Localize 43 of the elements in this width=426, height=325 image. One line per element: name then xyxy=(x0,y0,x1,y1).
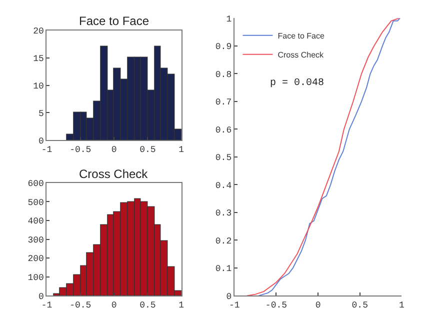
y-tick-label: 15 xyxy=(33,54,44,64)
y-tick-label: 0 xyxy=(38,292,44,302)
y-tick-label: 400 xyxy=(28,216,44,227)
y-tick-label: 5 xyxy=(38,108,44,119)
y-tick-label: 100 xyxy=(28,273,44,284)
y-tick-label: 600 xyxy=(28,179,44,189)
x-tick-label: 0.5 xyxy=(140,144,156,155)
y-tick-label: 0.2 xyxy=(215,236,232,246)
x-tick-label: -1 xyxy=(228,300,240,310)
y-tick-label: 200 xyxy=(28,254,44,264)
y-tick-label: 0 xyxy=(226,292,232,302)
y-tick-label: 0.9 xyxy=(215,42,232,52)
y-tick-label: 1 xyxy=(226,14,232,24)
y-tick-label: 0.1 xyxy=(215,264,232,274)
y-tick-label: 500 xyxy=(28,198,44,208)
chart-title: Cross Check xyxy=(79,167,149,181)
x-tick-label: -0.5 xyxy=(70,144,92,155)
y-tick-label: 0.6 xyxy=(215,125,232,136)
y-tick-label: 0.3 xyxy=(215,208,232,219)
x-tick-label: -1 xyxy=(41,300,52,310)
y-tick-label: 0 xyxy=(38,136,44,146)
y-tick-label: 0.8 xyxy=(215,70,232,80)
x-tick-label: 1 xyxy=(398,300,404,310)
y-tick-label: 0.4 xyxy=(215,180,232,191)
y-tick-label: 0.5 xyxy=(215,153,232,164)
x-tick-label: -0.5 xyxy=(70,300,92,310)
x-tick-label: 0 xyxy=(111,300,117,310)
x-tick-label: 0 xyxy=(315,300,321,310)
y-tick-label: 20 xyxy=(33,26,44,36)
x-tick-label: 1 xyxy=(178,144,184,155)
x-tick-label: -0.5 xyxy=(265,300,288,310)
y-tick-label: 10 xyxy=(33,81,44,92)
x-tick-label: 0 xyxy=(111,144,117,155)
x-tick-label: -1 xyxy=(41,144,52,155)
annotation: p = 0.048 xyxy=(270,78,324,89)
x-tick-label: 0.5 xyxy=(352,300,368,310)
y-tick-label: 300 xyxy=(28,235,44,246)
x-tick-label: 1 xyxy=(178,300,184,310)
x-tick-label: 0.5 xyxy=(140,300,156,310)
y-tick-label: 0.7 xyxy=(215,98,232,108)
legend-label: Face to Face xyxy=(278,32,325,41)
chart-title: Face to Face xyxy=(79,14,150,28)
legend-label: Cross Check xyxy=(278,50,325,60)
